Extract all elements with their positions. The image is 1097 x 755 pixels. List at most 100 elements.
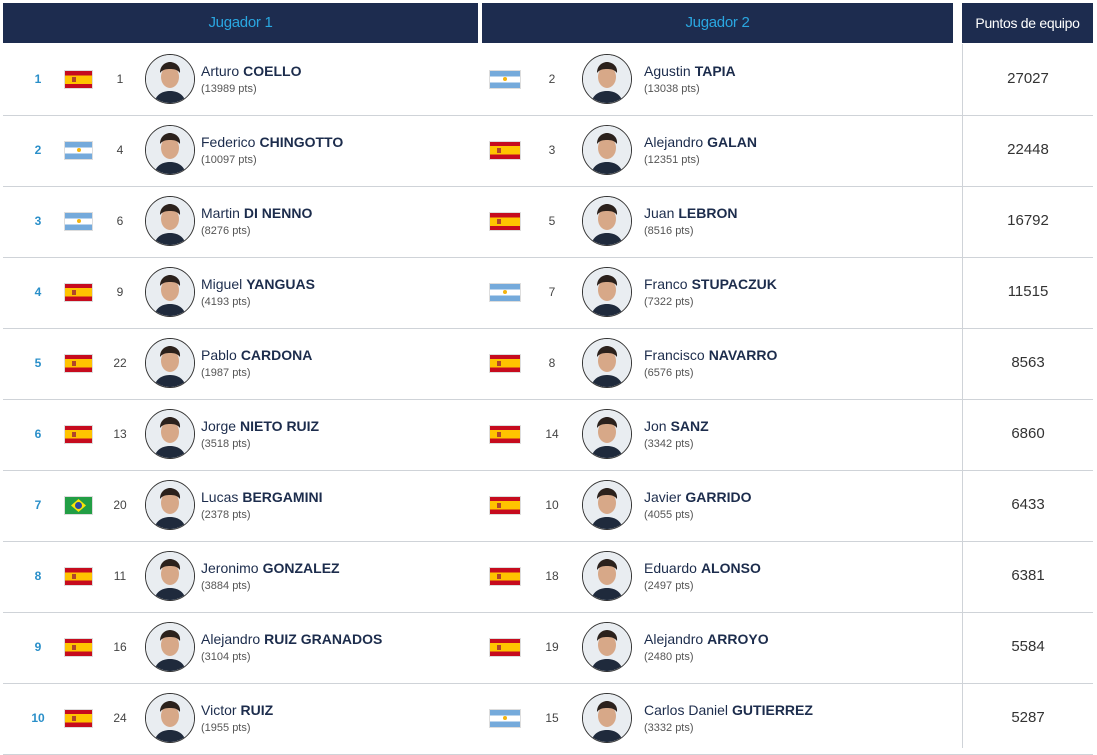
player-name[interactable]: Pablo CARDONA [201, 347, 312, 363]
player-name[interactable]: Francisco NAVARRO [644, 347, 777, 363]
first-name: Lucas [201, 489, 239, 505]
player-photo[interactable] [145, 338, 195, 388]
player-name[interactable]: Eduardo ALONSO [644, 560, 761, 576]
player-points: (8276 pts) [201, 225, 251, 237]
team-points: 11515 [1007, 283, 1049, 300]
player-photo[interactable] [582, 125, 632, 175]
column-header: Jugador 2 [482, 3, 953, 43]
pair-rank: 9 [34, 640, 42, 654]
team-points: 6860 [1011, 425, 1045, 442]
player-name[interactable]: Jorge NIETO RUIZ [201, 418, 319, 434]
first-name: Alejandro [644, 134, 704, 150]
last-name: ARROYO [707, 631, 769, 647]
first-name: Pablo [201, 347, 237, 363]
player-ranking: 9 [116, 285, 124, 299]
player-name[interactable]: Alejandro GALAN [644, 134, 757, 150]
country-flag [65, 568, 92, 585]
player-photo[interactable] [145, 480, 195, 530]
player-points: (3518 pts) [201, 438, 251, 450]
first-name: Jorge [201, 418, 237, 434]
player-name[interactable]: Jeronimo GONZALEZ [201, 560, 340, 576]
player-points: (1987 pts) [201, 367, 251, 379]
player-name[interactable]: Victor RUIZ [201, 702, 273, 718]
country-flag [490, 426, 520, 443]
player-name[interactable]: Franco STUPACZUK [644, 276, 777, 292]
player-name[interactable]: Arturo COELLO [201, 63, 301, 79]
player-photo[interactable] [582, 196, 632, 246]
player-photo[interactable] [582, 338, 632, 388]
player-name[interactable]: Carlos Daniel GUTIERREZ [644, 702, 813, 718]
first-name: Jon [644, 418, 667, 434]
table-row: 8 11 Jeronimo GONZALEZ (3884 pts) 18 Eduardo AL… [3, 541, 1093, 613]
pair-rank: 6 [34, 427, 42, 441]
last-name: COELLO [243, 63, 302, 79]
first-name: Federico [201, 134, 256, 150]
player-photo[interactable] [145, 125, 195, 175]
player-points: (6576 pts) [644, 367, 694, 379]
player-photo[interactable] [145, 54, 195, 104]
player-ranking: 14 [545, 427, 559, 441]
first-name: Jeronimo [201, 560, 259, 576]
first-name: Carlos Daniel [644, 702, 729, 718]
player-photo[interactable] [582, 54, 632, 104]
player-name[interactable]: Miguel YANGUAS [201, 276, 315, 292]
player-ranking: 10 [545, 498, 559, 512]
player-points: (2497 pts) [644, 580, 694, 592]
player-points: (4193 pts) [201, 296, 251, 308]
player-photo[interactable] [145, 622, 195, 672]
player-photo[interactable] [145, 267, 195, 317]
last-name: STUPACZUK [691, 276, 777, 292]
table-row: 5 22 Pablo CARDONA (1987 pts) 8 Francisco NAVAR… [3, 328, 1093, 400]
last-name: RUIZ [240, 702, 274, 718]
player-name[interactable]: Javier GARRIDO [644, 489, 751, 505]
table-row: 4 9 Miguel YANGUAS (4193 pts) 7 Franco STUPACZU… [3, 257, 1093, 329]
country-flag [65, 639, 92, 656]
last-name: YANGUAS [246, 276, 315, 292]
player-photo[interactable] [582, 693, 632, 743]
player-name[interactable]: Lucas BERGAMINI [201, 489, 322, 505]
player-photo[interactable] [582, 622, 632, 672]
country-flag [65, 71, 92, 88]
player-photo[interactable] [145, 693, 195, 743]
team-points: 5287 [1011, 709, 1045, 726]
player-name[interactable]: Jon SANZ [644, 418, 709, 434]
first-name: Martin [201, 205, 240, 221]
player-name[interactable]: Federico CHINGOTTO [201, 134, 343, 150]
player-ranking: 22 [113, 356, 127, 370]
country-flag [490, 639, 520, 656]
player-photo[interactable] [145, 196, 195, 246]
first-name: Agustin [644, 63, 691, 79]
player-name[interactable]: Agustin TAPIA [644, 63, 736, 79]
last-name: GONZALEZ [262, 560, 340, 576]
player-ranking: 18 [545, 569, 559, 583]
last-name: GUTIERREZ [732, 702, 813, 718]
player-name[interactable]: Alejandro RUIZ GRANADOS [201, 631, 382, 647]
country-flag [490, 497, 520, 514]
player-name[interactable]: Martin DI NENNO [201, 205, 312, 221]
pair-rank: 5 [34, 356, 42, 370]
player-points: (10097 pts) [201, 154, 257, 166]
team-points: 16792 [1007, 212, 1049, 229]
last-name: RUIZ GRANADOS [264, 631, 383, 647]
player-photo[interactable] [145, 409, 195, 459]
player-points: (8516 pts) [644, 225, 694, 237]
country-flag [490, 284, 520, 301]
player-name[interactable]: Alejandro ARROYO [644, 631, 769, 647]
country-flag [490, 142, 520, 159]
player-ranking: 5 [548, 214, 556, 228]
player-photo[interactable] [582, 480, 632, 530]
player-ranking: 2 [548, 72, 556, 86]
country-flag [65, 355, 92, 372]
player-photo[interactable] [582, 267, 632, 317]
player-photo[interactable] [582, 551, 632, 601]
player-points: (3884 pts) [201, 580, 251, 592]
player-points: (13989 pts) [201, 83, 257, 95]
country-flag [65, 497, 92, 514]
player-photo[interactable] [582, 409, 632, 459]
player-name[interactable]: Juan LEBRON [644, 205, 737, 221]
player-photo[interactable] [145, 551, 195, 601]
player-ranking: 13 [113, 427, 127, 441]
table-row: 2 4 Federico CHINGOTTO (10097 pts) 3 Alejandro… [3, 115, 1093, 187]
country-flag [65, 213, 92, 230]
